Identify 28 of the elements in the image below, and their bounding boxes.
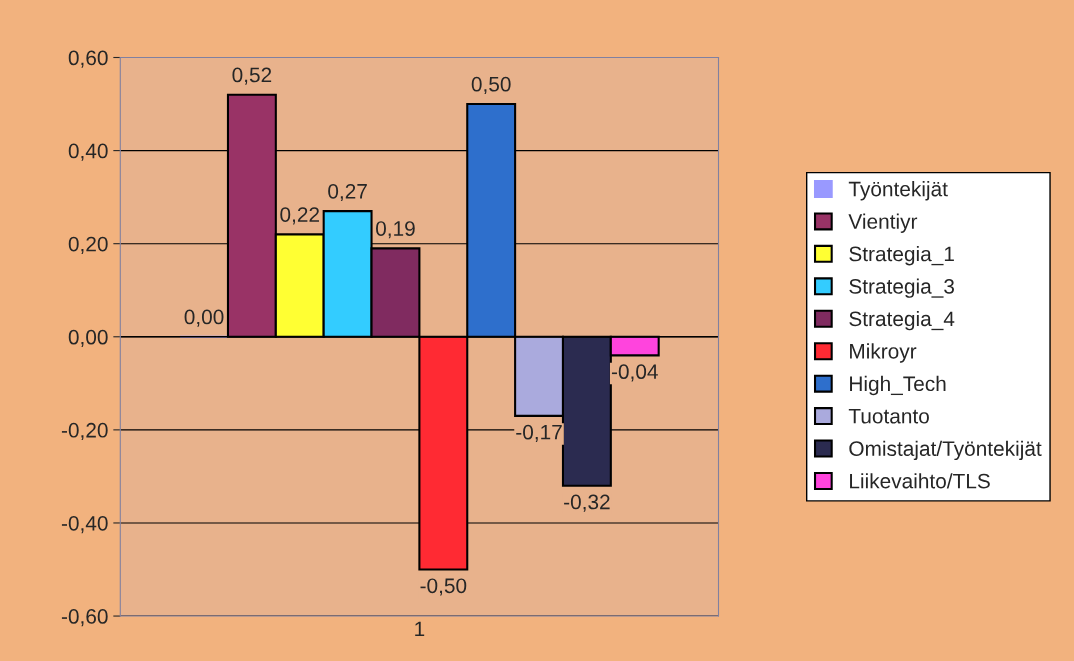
data-label: 0,27 [328, 183, 367, 202]
legend-label: High_Tech [850, 375, 946, 396]
data-label: -0,50 [420, 578, 467, 596]
legend-label: Tuotanto [848, 409, 929, 424]
data-label: -0,04 [611, 364, 658, 382]
y-tick-label: 0,20 [68, 236, 108, 254]
data-label: -0,17 [516, 424, 562, 442]
y-tick-label: -0,20 [61, 422, 108, 441]
data-label: -0,32 [564, 494, 610, 512]
legend-label: Liikevaihto/TLS [850, 473, 990, 489]
data-label: 0,50 [471, 76, 511, 95]
legend-label: Strategia_4 [849, 310, 955, 331]
y-tick-label: 0,60 [68, 50, 108, 68]
legend-label: Omistajat/Työntekijät [849, 440, 1042, 461]
data-label: 0,22 [280, 207, 319, 225]
legend-label: Työntekijät [848, 181, 948, 201]
data-label: 0,00 [184, 309, 224, 327]
y-tick-label: 0,00 [68, 329, 108, 347]
y-tick-label: -0,40 [61, 515, 108, 534]
legend-label: Strategia_1 [849, 246, 954, 266]
legend-label: Vientiyr [848, 213, 918, 233]
data-label: 0,52 [232, 67, 272, 85]
y-tick-label: -0,60 [61, 609, 108, 627]
data-label: 0,19 [376, 221, 415, 239]
legend-label: Strategia_3 [849, 278, 954, 298]
legend-label: Mikroyr [850, 343, 917, 363]
x-tick-label: 1 [415, 621, 425, 637]
y-tick-label: 0,40 [68, 143, 108, 161]
